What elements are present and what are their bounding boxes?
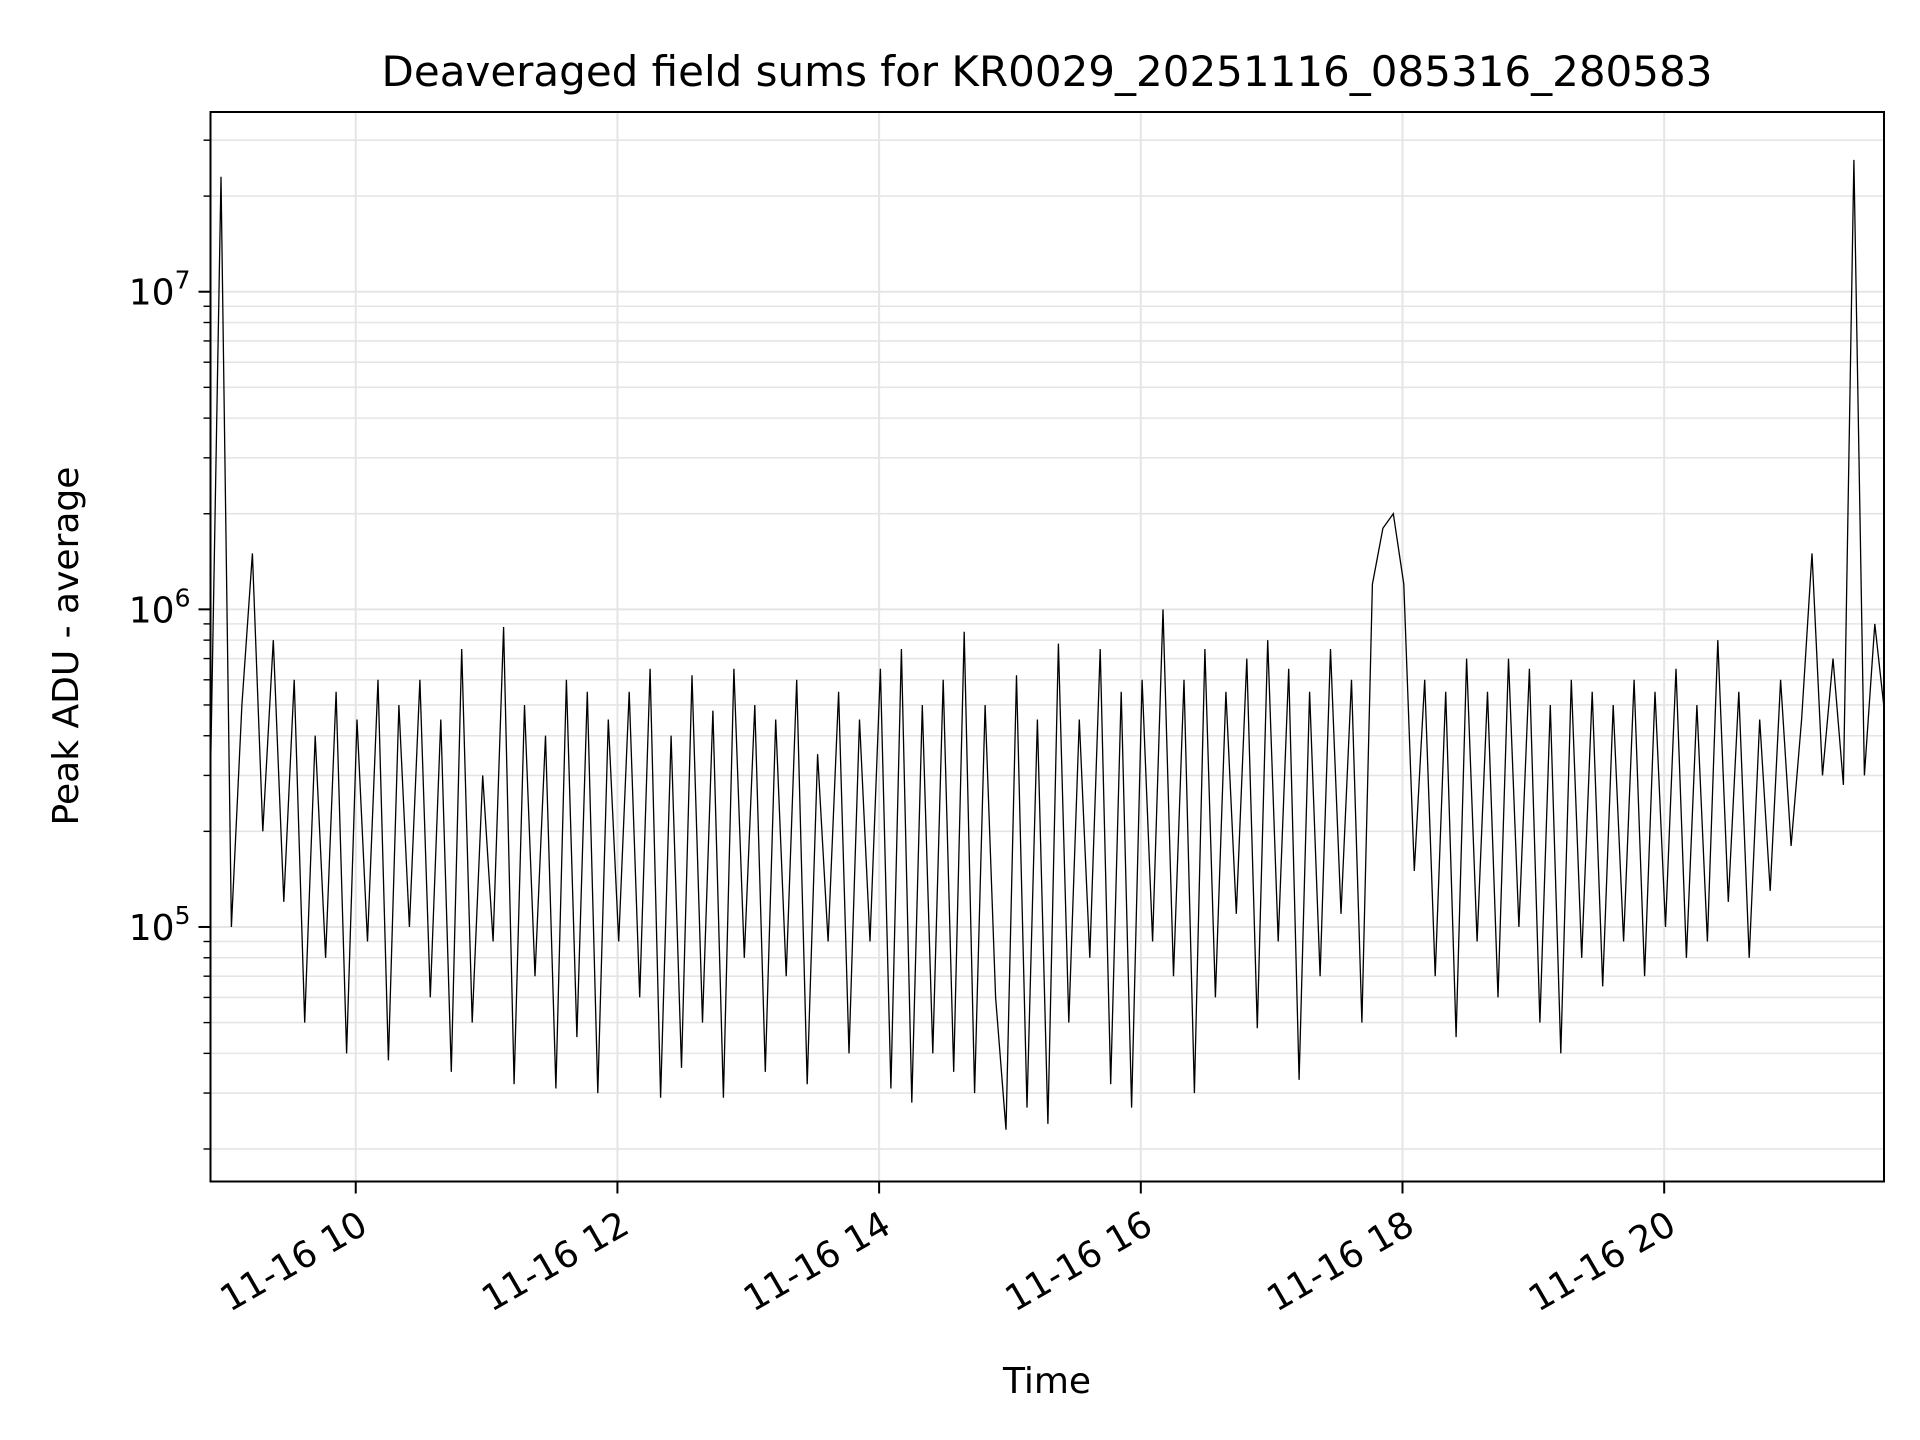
- y-axis-label: Peak ADU - average: [46, 467, 87, 826]
- axes-frame: [209, 111, 1885, 1183]
- y-tick-label: 105: [129, 901, 191, 949]
- grid: [210, 112, 1884, 1182]
- y-axis: 105 106 107: [129, 139, 211, 1150]
- x-axis-label: Time: [1002, 1361, 1091, 1402]
- y-tick-label: 106: [129, 583, 191, 631]
- y-tick-label: 107: [129, 266, 191, 314]
- series-line: [210, 159, 1884, 1130]
- chart-title: Deaveraged field sums for KR0029_2025111…: [382, 47, 1713, 96]
